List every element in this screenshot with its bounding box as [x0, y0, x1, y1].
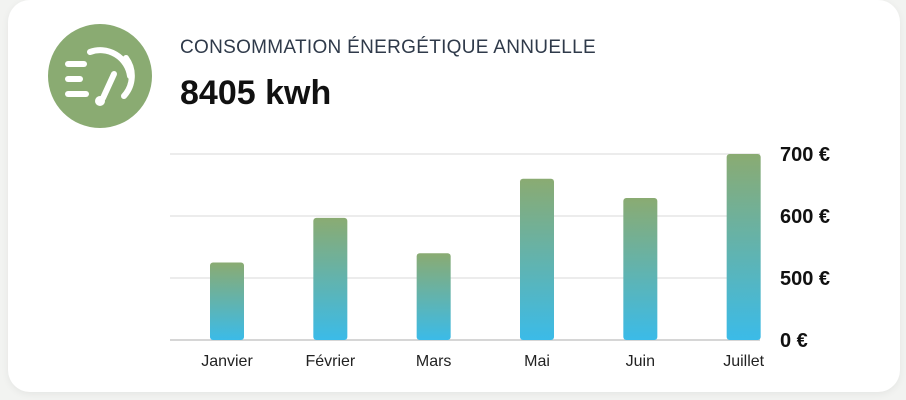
energy-gauge-icon [48, 24, 152, 128]
x-tick-label: Mars [416, 353, 452, 370]
bar-3 [520, 178, 554, 340]
bar-0 [210, 262, 244, 340]
x-tick-label: Juin [626, 353, 655, 370]
y-tick-label: 700 € [780, 144, 830, 166]
bar-5 [726, 154, 761, 340]
chart-title: CONSOMMATION ÉNERGÉTIQUE ANNUELLE [180, 37, 596, 58]
bar-2 [416, 253, 451, 340]
y-tick-label: 0 € [780, 330, 808, 352]
bar-1 [313, 217, 348, 340]
x-tick-label: Janvier [201, 353, 253, 370]
x-tick-label: Février [305, 353, 355, 370]
x-tick-label: Mai [524, 353, 550, 370]
bar-4 [623, 198, 658, 340]
x-tick-label: Juillet [723, 353, 764, 370]
y-tick-label: 500 € [780, 268, 830, 290]
total-consumption-value: 8405 kwh [180, 74, 332, 112]
y-tick-label: 600 € [780, 206, 830, 228]
